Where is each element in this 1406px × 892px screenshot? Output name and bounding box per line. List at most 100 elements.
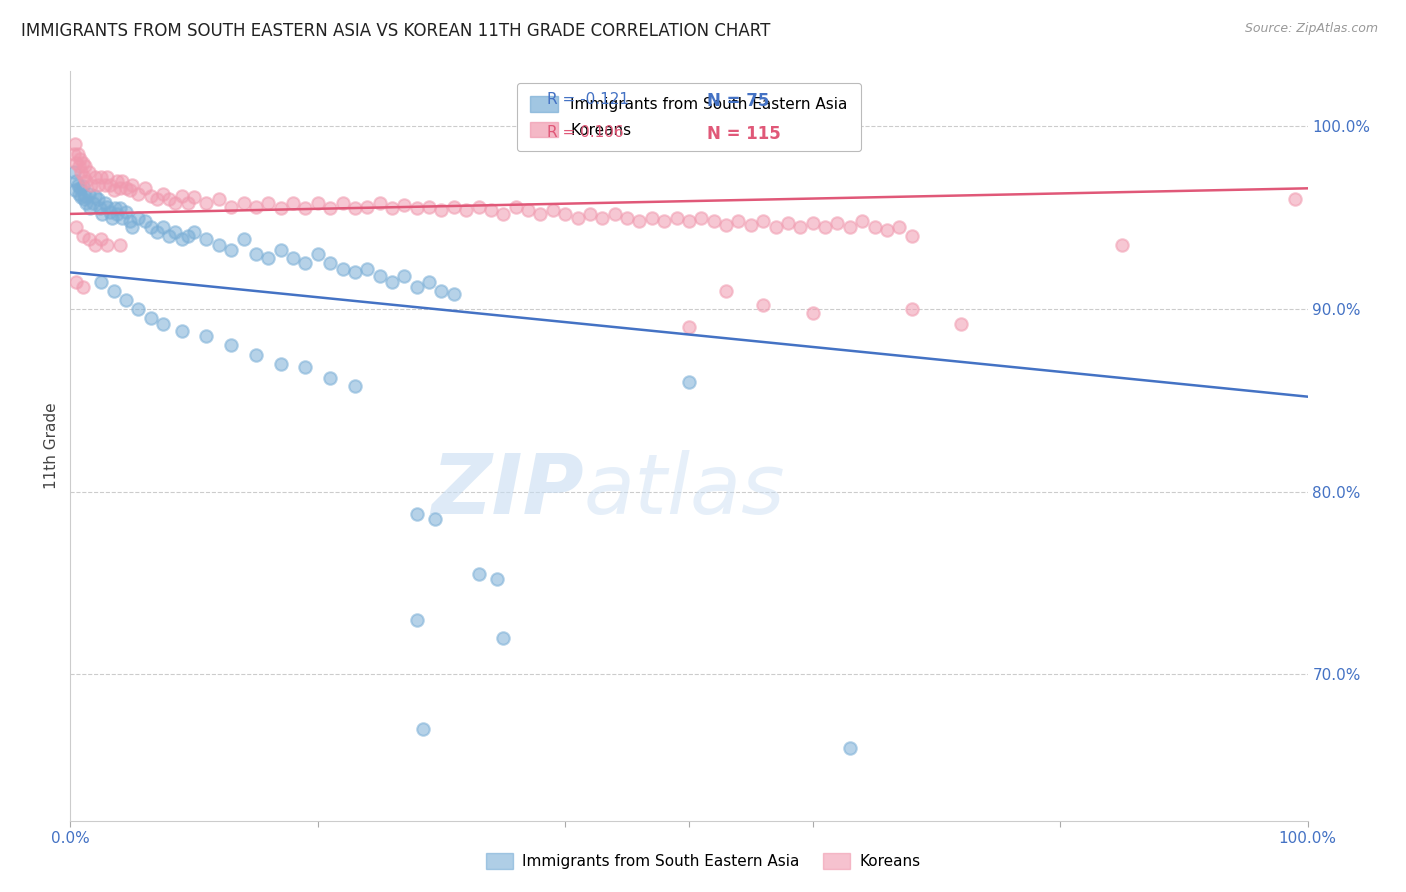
Point xyxy=(77,186,100,201)
Point xyxy=(219,338,242,352)
Point xyxy=(70,190,93,204)
Point xyxy=(170,232,193,246)
Point xyxy=(77,165,100,179)
Point xyxy=(152,317,174,331)
Point xyxy=(115,181,138,195)
Point xyxy=(294,202,316,216)
Point xyxy=(146,192,169,206)
Point xyxy=(257,251,280,265)
Point xyxy=(115,205,138,219)
Point xyxy=(479,203,502,218)
Point xyxy=(195,232,218,246)
Point xyxy=(418,200,440,214)
Point xyxy=(232,232,254,246)
Point xyxy=(157,192,180,206)
Point xyxy=(789,219,811,234)
Point xyxy=(152,219,174,234)
Point xyxy=(84,238,107,252)
Point xyxy=(121,178,143,192)
Point xyxy=(98,178,121,192)
Point xyxy=(96,200,118,214)
Point xyxy=(443,287,465,301)
Point xyxy=(72,280,94,294)
Point xyxy=(118,183,141,197)
Point xyxy=(73,170,96,185)
Point xyxy=(628,214,651,228)
Point xyxy=(332,261,354,276)
Point xyxy=(72,179,94,194)
Point xyxy=(517,203,540,218)
Point xyxy=(356,261,378,276)
Point xyxy=(851,214,873,228)
Point xyxy=(405,613,427,627)
Point xyxy=(381,202,404,216)
Point xyxy=(270,202,292,216)
Point xyxy=(75,196,97,211)
Point xyxy=(467,566,489,581)
Point xyxy=(714,284,737,298)
Point xyxy=(950,317,973,331)
Point xyxy=(70,165,93,179)
Point xyxy=(108,238,131,252)
Point xyxy=(591,211,613,225)
Point xyxy=(554,207,576,221)
Point xyxy=(690,211,713,225)
Point xyxy=(72,228,94,243)
Point xyxy=(108,202,131,216)
Point xyxy=(183,225,205,239)
Text: N = 75: N = 75 xyxy=(707,93,770,111)
Y-axis label: 11th Grade: 11th Grade xyxy=(44,402,59,490)
Point xyxy=(105,207,128,221)
Point xyxy=(75,188,97,202)
Point xyxy=(394,268,416,283)
Point xyxy=(127,186,149,201)
Point xyxy=(219,200,242,214)
Point xyxy=(94,178,117,192)
Point xyxy=(96,170,118,185)
Point xyxy=(270,244,292,258)
Point xyxy=(80,178,103,192)
Legend: Immigrants from South Eastern Asia, Koreans: Immigrants from South Eastern Asia, Kore… xyxy=(516,83,862,152)
Point xyxy=(69,152,91,166)
Point xyxy=(652,214,675,228)
Point xyxy=(603,207,626,221)
Point xyxy=(281,196,304,211)
Point xyxy=(66,146,89,161)
Point xyxy=(177,196,200,211)
Point xyxy=(425,512,447,526)
Point xyxy=(111,211,134,225)
Point xyxy=(343,265,366,279)
Point xyxy=(195,196,218,211)
Point xyxy=(91,207,114,221)
Point xyxy=(111,174,134,188)
Point xyxy=(90,275,112,289)
Point xyxy=(115,293,138,307)
Point xyxy=(827,216,849,230)
Point xyxy=(343,202,366,216)
Point xyxy=(838,219,860,234)
Point xyxy=(105,174,128,188)
Point xyxy=(219,244,242,258)
Point xyxy=(319,371,342,385)
Point xyxy=(529,207,551,221)
Point xyxy=(1111,238,1133,252)
Point xyxy=(332,196,354,211)
Point xyxy=(73,192,96,206)
Point xyxy=(319,202,342,216)
Text: R = -0.121: R = -0.121 xyxy=(547,93,628,107)
Point xyxy=(541,203,564,218)
Point xyxy=(343,378,366,392)
Point xyxy=(90,232,112,246)
Text: Source: ZipAtlas.com: Source: ZipAtlas.com xyxy=(1244,22,1378,36)
Point xyxy=(801,305,824,319)
Point xyxy=(75,160,97,174)
Point xyxy=(368,268,391,283)
Point xyxy=(281,251,304,265)
Point xyxy=(270,357,292,371)
Point xyxy=(208,192,231,206)
Point xyxy=(405,507,427,521)
Point xyxy=(103,183,125,197)
Point xyxy=(678,375,700,389)
Text: N = 115: N = 115 xyxy=(707,125,782,144)
Point xyxy=(86,192,108,206)
